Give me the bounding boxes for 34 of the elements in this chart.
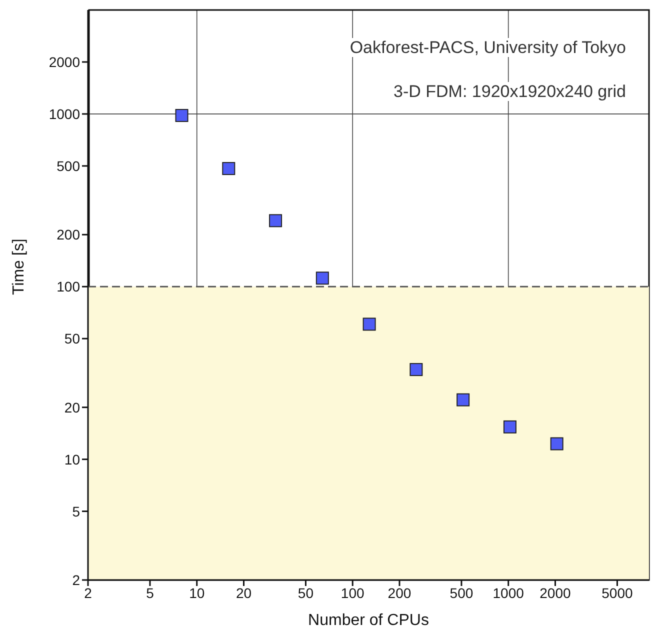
x-tick-label: 100 [340, 584, 364, 601]
point [550, 437, 564, 450]
x-tick-label: 10 [189, 584, 205, 601]
y-tick-label: 20 [64, 399, 80, 416]
y-axis-title: Time [s] [10, 238, 28, 295]
annotation: 3-D FDM: 1920x1920x240 grid [388, 82, 632, 101]
point [362, 318, 376, 331]
x-tick-label: 2000 [540, 584, 572, 601]
x-tick-label: 500 [450, 584, 474, 601]
y-tick-label: 100 [56, 278, 80, 295]
y-tick-label: 10 [64, 451, 80, 468]
point [410, 363, 423, 376]
y-tick-label: 500 [56, 158, 80, 174]
x-tick-label: 50 [298, 584, 314, 601]
point [316, 272, 329, 285]
annotation: Oakforest-PACS, University of Tokyo [344, 38, 632, 57]
x-tick-label: 1000 [492, 584, 524, 601]
point [456, 393, 470, 406]
y-tick-label: 200 [56, 226, 80, 243]
point [175, 108, 188, 122]
x-tick-label: 20 [236, 584, 252, 601]
y-tick-label: 2 [72, 572, 80, 588]
point [222, 162, 236, 176]
x-tick-label: 5000 [602, 584, 633, 601]
y-tick-label: 50 [64, 330, 80, 347]
x-tick-label: 5 [146, 584, 154, 601]
point [503, 420, 516, 434]
x-axis-title: Number of CPUs [308, 612, 429, 629]
y-tick-label: 5 [72, 503, 80, 520]
y-tick-label: 1000 [48, 106, 80, 122]
x-tick-label: 200 [388, 584, 412, 601]
point [269, 214, 282, 228]
x-tick-label: 2 [84, 584, 92, 601]
y-tick-label: 2000 [48, 54, 80, 70]
